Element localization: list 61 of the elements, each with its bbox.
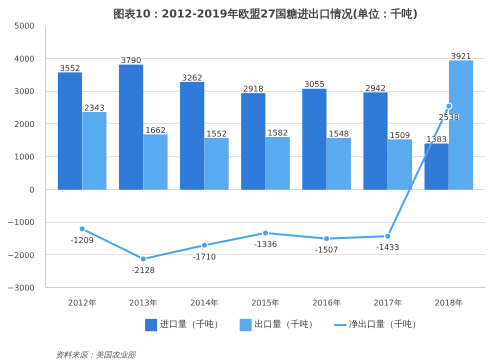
x-tick-label: 2016年 <box>312 298 341 308</box>
bar <box>424 143 449 190</box>
data-label: 1552 <box>206 129 227 138</box>
point <box>200 242 208 249</box>
x-tick-label: 2017年 <box>374 298 402 308</box>
data-label: 1662 <box>145 126 166 135</box>
point <box>445 102 452 110</box>
x-tick-label: 2015年 <box>251 298 280 308</box>
data-label: 3790 <box>120 56 142 66</box>
data-label: 3921 <box>450 52 472 61</box>
x-tick-label: 2012年 <box>68 298 96 308</box>
data-label: -2128 <box>132 266 155 275</box>
chart-title: 图表10：2012-2019年欧盟27国糖进出口情况(单位：千吨) <box>113 8 418 20</box>
y-tick-label: 1000 <box>14 152 34 162</box>
y-tick-label: −3000 <box>7 284 34 292</box>
data-label: -1209 <box>70 236 94 245</box>
data-label: 1582 <box>268 128 288 138</box>
y-tick-label: −2000 <box>7 250 34 260</box>
bar <box>241 93 266 190</box>
data-label: 3055 <box>304 80 325 90</box>
data-label: 1548 <box>328 130 350 139</box>
bar <box>388 139 412 190</box>
data-label: 3262 <box>182 73 202 82</box>
data-label: 1383 <box>426 134 447 144</box>
data-label: 3552 <box>60 64 80 73</box>
x-tick-label: 2014年 <box>190 298 219 308</box>
legend-label: 净出口量（千吨） <box>349 319 422 330</box>
bar <box>143 134 168 190</box>
text: 资料来源：美国农业部 <box>56 350 136 360</box>
point <box>323 235 330 242</box>
data-label: -1507 <box>314 246 338 255</box>
y-tick-label: 5000 <box>14 22 34 30</box>
bar <box>180 82 204 190</box>
x-tick-label: 2018年 <box>434 298 464 308</box>
y-tick-label: 0 <box>29 185 35 194</box>
data-label: 1509 <box>390 130 410 140</box>
data-label: -1433 <box>376 243 400 252</box>
data-label: 2918 <box>243 84 264 94</box>
legend-label: 出口量（千吨） <box>254 319 318 330</box>
y-tick-label: 4000 <box>14 54 34 64</box>
data-label: 2538 <box>438 113 460 122</box>
bar <box>326 138 351 190</box>
bar <box>266 136 290 190</box>
bar <box>363 92 388 190</box>
bar <box>302 88 326 190</box>
point <box>262 230 269 236</box>
bar <box>204 138 229 190</box>
data-label: 2942 <box>365 84 386 93</box>
y-tick-label: 3000 <box>14 87 34 96</box>
bar <box>58 72 82 190</box>
bar <box>82 112 106 190</box>
data-label: 2343 <box>84 104 105 113</box>
y-tick-label: 2000 <box>14 120 34 129</box>
x-tick-label: 2013年 <box>129 298 158 308</box>
y-tick-label: −1000 <box>7 218 34 227</box>
data-label: -1336 <box>254 240 278 250</box>
legend-label: 进口量（千吨） <box>160 319 223 330</box>
point <box>384 232 392 240</box>
point <box>78 225 86 232</box>
data-label: -1710 <box>192 252 216 262</box>
bar <box>118 64 144 190</box>
